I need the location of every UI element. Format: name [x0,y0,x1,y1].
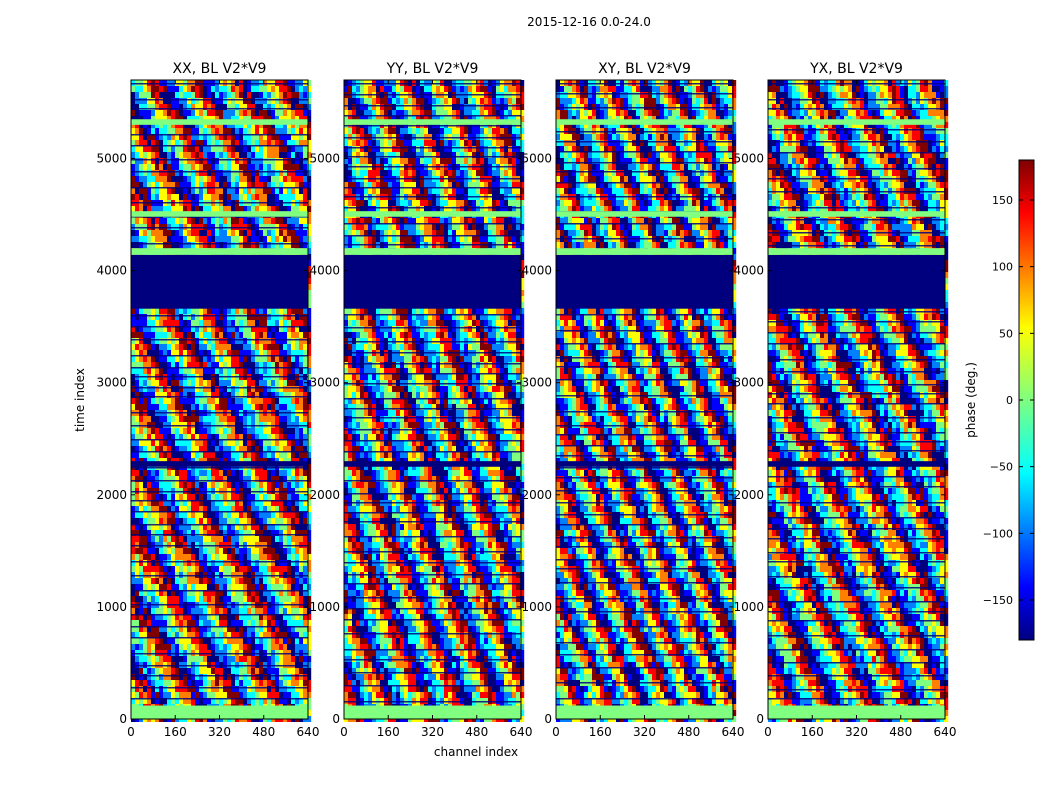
y-tick-label: 5000 [521,151,552,165]
y-tick-label: 4000 [309,264,340,278]
panel-title: XX, BL V2*V9 [173,61,267,77]
y-tick-label: 5000 [309,151,340,165]
panel-title: YY, BL V2*V9 [386,61,479,77]
x-tick-label: 640 [722,725,745,739]
y-tick-label: 2000 [521,488,552,502]
y-tick-label: 0 [544,712,552,726]
y-tick-label: 3000 [309,376,340,390]
x-tick-label: 640 [510,725,533,739]
y-tick-label: 1000 [309,600,340,614]
x-tick-label: 640 [934,725,957,739]
y-tick-label: 3000 [521,376,552,390]
colorbar-label: phase (deg.) [964,362,978,438]
x-tick-label: 320 [208,725,231,739]
flagged-range-0 [131,254,308,309]
panel-1: YY, BL V2*V9 0 160 320 480 640 0 1000 2000 3000 40… [309,61,532,739]
x-tick-label: 480 [677,725,700,739]
y-tick-label: 1000 [96,600,127,614]
x-tick-label: 320 [845,725,868,739]
y-tick-label: 4000 [521,264,552,278]
x-tick-label: 160 [589,725,612,739]
x-tick-label: 320 [421,725,444,739]
y-tick-label: 1000 [733,600,764,614]
colorbar-tick-label: 100 [992,261,1013,274]
flagged-range-0 [768,254,945,309]
x-tick-label: 160 [801,725,824,739]
flagged-range-0 [344,254,521,309]
y-tick-label: 5000 [733,151,764,165]
x-tick-label: 160 [164,725,187,739]
y-tick-label: 3000 [96,376,127,390]
y-tick-label: 5000 [96,151,127,165]
x-tick-label: 0 [764,725,772,739]
colorbar-tick-label: −100 [983,527,1013,540]
x-tick-label: 320 [633,725,656,739]
suptitle: 2015-12-16 0.0-24.0 [527,15,651,29]
panel-title: YX, BL V2*V9 [809,61,903,77]
panel-title: XY, BL V2*V9 [598,61,691,77]
colorbar-tick-label: −50 [990,461,1013,474]
y-tick-label: 2000 [96,488,127,502]
panels: XX, BL V2*V9 0 160 320 480 640 0 1000 2000 3000 40… [96,61,956,739]
y-tick-label: 0 [119,712,127,726]
panel-3: YX, BL V2*V9 0 160 320 480 640 0 1000 2000 3000 40… [733,61,956,739]
flagged-range-0 [556,254,733,309]
y-tick-label: 4000 [733,264,764,278]
x-tick-label: 480 [252,725,275,739]
colorbar: 150 100 50 0 −50 −100 −150 phase (deg.) [964,159,1035,641]
xlabel: channel index [434,745,518,759]
y-tick-label: 2000 [733,488,764,502]
colorbar-tick-label: −150 [983,594,1013,607]
x-tick-label: 0 [340,725,348,739]
ylabel: time index [73,368,87,432]
x-tick-label: 160 [377,725,400,739]
y-tick-label: 1000 [521,600,552,614]
y-tick-label: 0 [332,712,340,726]
colorbar-tick-label: 150 [992,194,1013,207]
colorbar-tick-label: 50 [999,327,1013,340]
x-tick-label: 480 [889,725,912,739]
y-tick-label: 2000 [309,488,340,502]
y-tick-label: 0 [756,712,764,726]
colorbar-tick-label: 0 [1006,394,1013,407]
y-tick-label: 4000 [96,264,127,278]
x-tick-label: 0 [552,725,560,739]
x-tick-label: 640 [297,725,320,739]
x-tick-label: 480 [465,725,488,739]
y-tick-label: 3000 [733,376,764,390]
colorbar-ticks: 150 100 50 0 −50 −100 −150 [983,194,1034,607]
panel-0: XX, BL V2*V9 0 160 320 480 640 0 1000 2000 3000 40… [96,61,319,739]
x-tick-label: 0 [127,725,135,739]
panel-2: XY, BL V2*V9 0 160 320 480 640 0 1000 2000 3000 40… [521,61,744,739]
